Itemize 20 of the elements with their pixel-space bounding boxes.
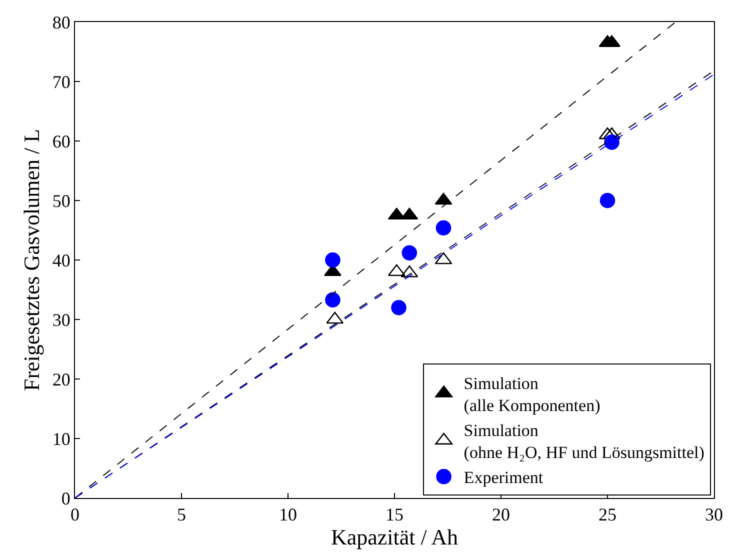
x-tick-label: 15 [386,504,404,525]
y-tick-label: 80 [52,12,70,32]
y-tick-label: 50 [52,190,70,211]
y-tick-label: 30 [52,310,70,330]
legend-label: Simulation (alle Komponenten) [464,374,600,415]
x-tick-label: 5 [177,504,186,525]
x-axis-title: Kapazität / Ah [330,524,458,550]
y-tick-label: 60 [52,131,70,152]
y-tick-label: 10 [52,428,70,449]
x-tick-label: 25 [598,504,616,525]
x-tick-label: 30 [705,504,723,525]
y-axis-title: Freigesetztes Gasvolumen / L [19,128,44,392]
y-tick-label: 0 [61,488,70,508]
x-tick-label: 20 [492,504,510,525]
x-tick-label: 10 [279,504,297,525]
legend-label: Simulation (ohne H₂O, HF und Lösungsmittel) [464,421,704,462]
y-tick-label: 20 [52,369,70,390]
y-tick-label: 40 [52,250,70,270]
y-tick-label: 70 [52,72,70,92]
legend-label: Experiment [464,468,544,488]
